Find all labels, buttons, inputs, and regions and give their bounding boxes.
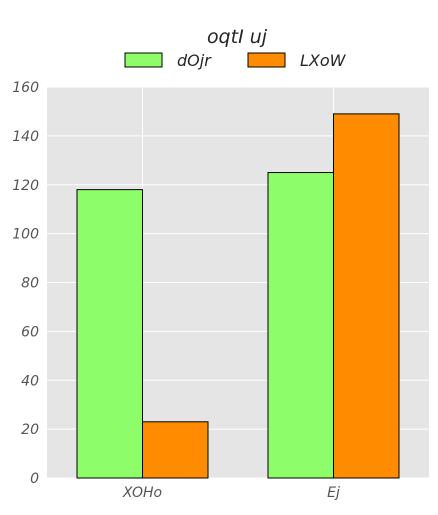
y-tick-label: 100 xyxy=(12,227,39,243)
x-tick-label: XOHo xyxy=(122,485,162,501)
chart-title: oqtI uj xyxy=(207,26,268,48)
y-tick-label: 60 xyxy=(21,324,39,340)
legend-label-LXoW: LXoW xyxy=(300,51,347,70)
legend-label-dOjr: dOjr xyxy=(177,51,212,70)
y-tick-label: 80 xyxy=(21,276,39,292)
bars xyxy=(76,113,400,479)
y-tick-label: 120 xyxy=(12,178,39,194)
bar-dOjr-XOHo xyxy=(76,189,143,479)
legend-swatch-LXoW xyxy=(247,52,286,68)
legend-swatch-dOjr xyxy=(124,52,163,68)
y-axis: 0 20 40 60 80 100 120 140 160 xyxy=(12,80,39,487)
x-tick-label: Ej xyxy=(327,485,340,501)
x-axis: XOHo Ej xyxy=(122,485,340,501)
bar-dOjr-Ej xyxy=(267,172,334,479)
legend: dOjr LXoW xyxy=(124,51,347,70)
y-tick-label: 20 xyxy=(21,422,39,438)
y-tick-label: 0 xyxy=(30,471,39,487)
bar-LXoW-XOHo xyxy=(142,421,209,479)
bar-LXoW-Ej xyxy=(333,113,400,479)
y-tick-label: 160 xyxy=(12,80,39,96)
y-tick-label: 140 xyxy=(12,129,39,145)
y-tick-label: 40 xyxy=(21,373,39,389)
